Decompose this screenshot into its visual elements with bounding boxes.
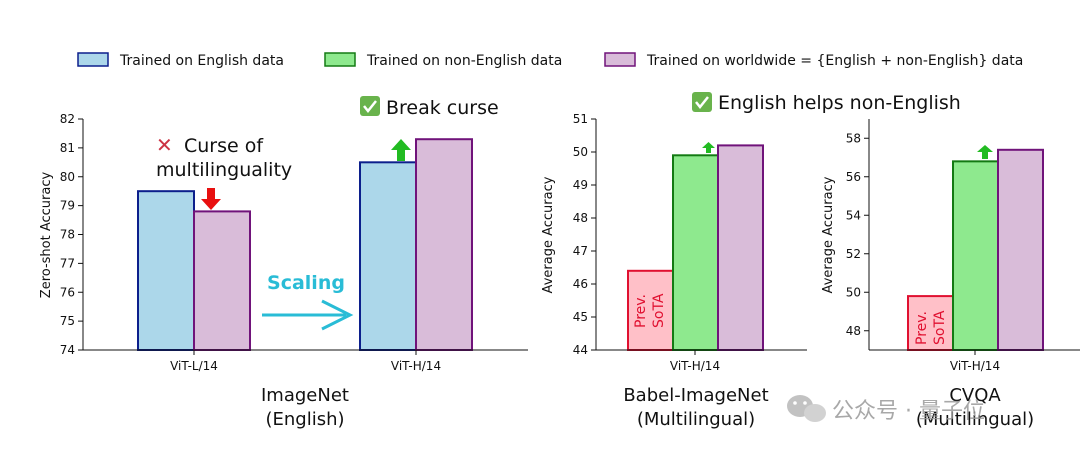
panel-imagenet-ticks: 74 75 76 77 78 79 80 81 82 ViT-L/14 ViT-H/14 (60, 112, 441, 373)
babel-ytick-label: 50 (573, 145, 588, 159)
panel-cvqa-ylabel: Average Accuracy (821, 176, 836, 293)
panel-babel-xlabel-line2: (Multilingual) (637, 409, 755, 430)
panel-imagenet-ylabel: Zero-shot Accuracy (39, 172, 54, 299)
legend-swatch-english (77, 52, 109, 67)
imagenet-bar-worldwide (415, 138, 473, 351)
down-arrow-icon (201, 188, 221, 210)
babel-bar-worldwide (717, 144, 764, 351)
cvqa-bar-non-english (952, 160, 999, 351)
legend-swatch-worldwide (604, 52, 636, 67)
watermark: 公众号 · 量子位 (787, 395, 985, 424)
imagenet-ytick-label: 78 (60, 228, 75, 242)
panel-babel-imagenet: 44 45 46 47 48 49 50 51 ViT-H/14 Average Accurac… (541, 112, 807, 430)
imagenet-ytick-label: 77 (60, 256, 75, 270)
cvqa-ytick-label: 52 (846, 247, 861, 261)
cvqa-ytick-label: 48 (846, 324, 861, 338)
babel-bar-non-english (672, 154, 719, 351)
babel-ytick-label: 45 (573, 310, 588, 324)
babel-xtick-label: ViT-H/14 (670, 359, 720, 373)
scaling-annotation: Scaling (267, 272, 345, 294)
panel-babel-ticks: 44 45 46 47 48 49 50 51 ViT-H/14 (573, 112, 720, 373)
babel-ytick-label: 44 (573, 343, 588, 357)
check-icon (692, 92, 712, 112)
imagenet-ytick-label: 81 (60, 141, 75, 155)
panel-cvqa-xlabel-line1: CVQA (949, 385, 1001, 406)
panel-babel-xlabel-line1: Babel-ImageNet (623, 385, 768, 406)
imagenet-ytick-label: 75 (60, 314, 75, 328)
legend-label-worldwide: Trained on worldwide = {English + non-En… (646, 53, 1023, 69)
panel-imagenet-xlabel-line2: (English) (265, 409, 344, 430)
imagenet-ytick-label: 82 (60, 112, 75, 126)
cvqa-ytick-label: 58 (846, 131, 861, 145)
imagenet-bar-worldwide (193, 210, 251, 351)
panel-cvqa-ticks: 48 50 52 54 56 58 ViT-H/14 (846, 131, 1000, 373)
imagenet-ytick-label: 76 (60, 285, 75, 299)
check-icon (360, 96, 380, 116)
imagenet-xtick-label: ViT-H/14 (391, 359, 441, 373)
cvqa-bar-worldwide (997, 148, 1044, 351)
babel-ytick-label: 46 (573, 277, 588, 291)
babel-ytick-label: 49 (573, 178, 588, 192)
imagenet-ytick-label: 80 (60, 170, 75, 184)
cvqa-xtick-label: ViT-H/14 (950, 359, 1000, 373)
break-curse-annotation: Break curse (386, 97, 499, 119)
cvqa-bar-prev-sota (907, 295, 954, 352)
wechat-icon (787, 395, 826, 422)
cvqa-ytick-label: 50 (846, 285, 861, 299)
right-arrow-icon (262, 299, 354, 331)
babel-ytick-label: 47 (573, 244, 588, 258)
imagenet-xtick-label: ViT-L/14 (170, 359, 218, 373)
imagenet-bar-english (137, 190, 195, 351)
panel-imagenet: 74 75 76 77 78 79 80 81 82 ViT-L/14 ViT-H/14 Zero-… (39, 96, 528, 430)
curse-annotation-line2: multilinguality (156, 159, 292, 181)
up-arrow-icon (391, 139, 411, 161)
curse-annotation-line1: Curse of (184, 135, 264, 157)
panel-imagenet-xlabel-line1: ImageNet (261, 385, 349, 406)
english-helps-annotation: English helps non-English (718, 92, 961, 114)
cvqa-ytick-label: 54 (846, 208, 861, 222)
panel-babel-sota-line1: Prev. (633, 294, 649, 328)
panel-babel-sota-line2: SoTA (651, 293, 667, 328)
cross-icon: ✕ (156, 133, 173, 157)
legend-swatch-non-english (324, 52, 356, 67)
watermark-text: 公众号 · 量子位 (832, 399, 985, 424)
legend: Trained on English data Trained on non-E… (77, 52, 1023, 69)
babel-ytick-label: 48 (573, 211, 588, 225)
panel-cvqa-up-arrow-icon (977, 145, 993, 159)
babel-ytick-label: 51 (573, 112, 588, 126)
legend-label-non-english: Trained on non-English data (366, 53, 562, 69)
panel-babel-ylabel: Average Accuracy (541, 176, 556, 293)
panel-babel-up-arrow-icon (702, 142, 715, 153)
cvqa-ytick-label: 56 (846, 170, 861, 184)
panel-babel-bars (627, 144, 764, 351)
legend-label-english: Trained on English data (119, 53, 284, 69)
imagenet-bar-english (359, 161, 417, 351)
imagenet-ytick-label: 74 (60, 343, 75, 357)
panel-cvqa-sota-line2: SoTA (932, 310, 948, 345)
panel-cvqa-xlabel-line2: (Multilingual) (916, 409, 1034, 430)
panel-cvqa-bars (907, 148, 1044, 352)
panel-imagenet-bars (137, 138, 473, 351)
imagenet-ytick-label: 79 (60, 199, 75, 213)
panel-cvqa: 48 50 52 54 56 58 ViT-H/14 Average Accuracy CV… (821, 119, 1080, 430)
panel-cvqa-sota-line1: Prev. (914, 311, 930, 345)
